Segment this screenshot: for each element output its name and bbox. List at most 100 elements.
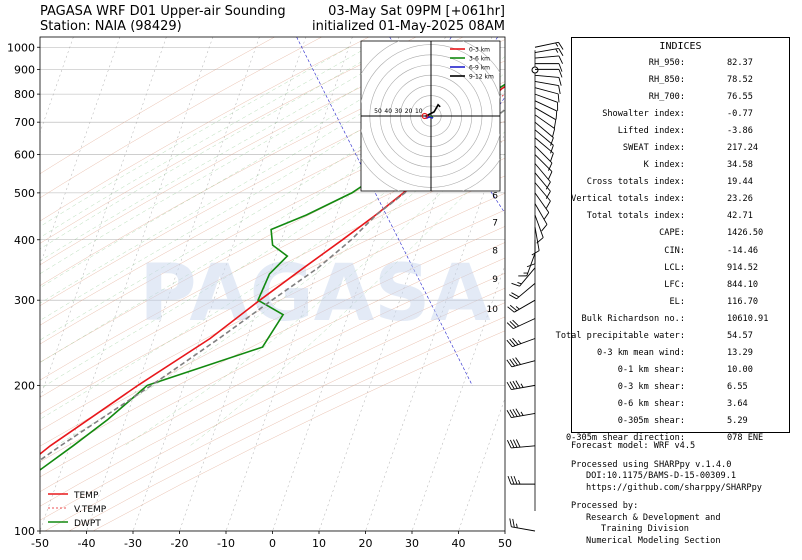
index-row: RH_950: 82.37 bbox=[572, 58, 789, 75]
index-value: 914.52 bbox=[727, 262, 759, 273]
wind-barb bbox=[534, 107, 557, 129]
processed-by-note: Processed by: bbox=[571, 501, 639, 511]
section-note: Numerical Modeling Section bbox=[586, 535, 721, 546]
dry-adiabat-line bbox=[40, 37, 322, 199]
index-value: 078 ENE bbox=[727, 433, 764, 444]
wind-barb bbox=[534, 203, 548, 232]
isotherm-line bbox=[132, 37, 307, 531]
index-value: 116.70 bbox=[727, 296, 759, 307]
x-tick-label: 50 bbox=[498, 537, 512, 550]
index-value: 1426.50 bbox=[727, 228, 764, 239]
index-name: 0-3 km mean wind: bbox=[597, 347, 685, 358]
isotherm-line bbox=[458, 397, 505, 531]
wind-barb bbox=[507, 299, 536, 313]
index-name: Showalter index: bbox=[602, 109, 685, 120]
index-name: EL: bbox=[669, 296, 685, 307]
index-row: 0-6 km shear: 3.64 bbox=[572, 399, 789, 416]
index-name: Total precipitable water: bbox=[555, 330, 685, 341]
dry-adiabat-line bbox=[40, 287, 505, 521]
index-value: 6.55 bbox=[727, 381, 748, 392]
series-dwpt-line bbox=[40, 83, 505, 471]
height-label: 10 bbox=[487, 305, 499, 315]
wind-barb bbox=[518, 253, 536, 277]
x-tick-label: -50 bbox=[31, 537, 49, 550]
wind-barb bbox=[534, 100, 558, 120]
dry-adiabat-line bbox=[40, 257, 505, 492]
wind-barb bbox=[531, 226, 540, 256]
index-name: Cross totals index: bbox=[586, 177, 685, 188]
wind-barb bbox=[534, 214, 544, 244]
watermark-text: PAGASA bbox=[139, 249, 490, 339]
dry-adiabat-line bbox=[68, 316, 505, 531]
wind-barb bbox=[534, 55, 564, 64]
isotherm-line bbox=[411, 264, 505, 531]
index-name: 0-305m shear direction: bbox=[566, 433, 685, 444]
index-name: LCL: bbox=[664, 262, 685, 273]
wind-barb bbox=[534, 87, 560, 103]
wind-barb bbox=[509, 518, 536, 532]
index-name: 0-305m shear: bbox=[617, 415, 685, 426]
index-name: Bulk Richardson no.: bbox=[581, 313, 685, 324]
hodograph-ring-label: 30 bbox=[395, 108, 403, 115]
index-row: Showalter index: -0.77 bbox=[572, 109, 789, 126]
index-row: RH_700: 76.55 bbox=[572, 92, 789, 109]
y-tick-label: 1000 bbox=[7, 41, 35, 54]
dry-adiabat-line bbox=[44, 302, 505, 531]
y-tick-label: 400 bbox=[14, 234, 35, 247]
chart-title-left: PAGASA WRF D01 Upper-air Sounding Statio… bbox=[40, 4, 286, 34]
processing-notes: Forecast model: WRF v4.5 Processed using… bbox=[571, 441, 799, 547]
wind-barb bbox=[535, 68, 563, 78]
moist-adiabat-line bbox=[124, 131, 505, 447]
height-label: 8 bbox=[492, 247, 498, 257]
processed-using-note: Processed using SHARPpy v.1.4.0 bbox=[571, 459, 732, 470]
moist-adiabat-line bbox=[40, 47, 405, 262]
index-row: Vertical totals index: 23.26 bbox=[571, 194, 789, 211]
index-row: 0-305m shear: 5.29 bbox=[572, 416, 789, 433]
x-tick-label: 30 bbox=[405, 537, 419, 550]
barb-calm-marker bbox=[531, 66, 539, 74]
index-name: 0-3 km shear: bbox=[617, 381, 685, 392]
index-name: RH_850: bbox=[648, 75, 685, 86]
division-note-1: Research & Development and bbox=[586, 512, 721, 523]
isotherm-line bbox=[40, 37, 167, 399]
dry-adiabat-line bbox=[40, 226, 505, 463]
moist-adiabat-line bbox=[40, 47, 387, 250]
x-tick-label: 0 bbox=[269, 537, 276, 550]
legend-label: V.TEMP bbox=[74, 505, 107, 515]
index-row: Bulk Richardson no.: 10610.91 bbox=[572, 314, 789, 331]
index-row: 0-3 km mean wind: 13.29 bbox=[572, 348, 789, 365]
index-row: Total totals index: 42.71 bbox=[572, 211, 789, 228]
index-row: CAPE: 1426.50 bbox=[572, 228, 789, 245]
isotherm-line bbox=[272, 37, 446, 531]
hodograph-ring-label: 20 bbox=[405, 108, 413, 115]
index-value: 13.29 bbox=[727, 347, 753, 358]
index-value: 217.24 bbox=[727, 143, 759, 154]
index-value: 23.26 bbox=[727, 194, 753, 205]
index-value: 54.57 bbox=[727, 330, 753, 341]
index-value: 10.00 bbox=[727, 364, 753, 375]
legend-label: TEMP bbox=[73, 491, 99, 501]
wind-barb bbox=[506, 357, 536, 368]
index-value: 5.29 bbox=[727, 415, 748, 426]
wind-barb bbox=[506, 380, 536, 390]
indices-panel: INDICES RH_950: 82.37 RH_850: 78.52 RH_700: 7… bbox=[556, 37, 790, 443]
index-row: LFC: 844.10 bbox=[572, 280, 789, 297]
mixing-ratio-guide bbox=[296, 37, 473, 386]
y-tick-label: 600 bbox=[14, 149, 35, 162]
index-name: Vertical totals index: bbox=[571, 194, 685, 205]
index-value: -0.77 bbox=[727, 109, 753, 120]
isotherm-line bbox=[86, 37, 260, 531]
wind-barb bbox=[507, 475, 535, 485]
y-tick-label: 800 bbox=[14, 88, 35, 101]
index-row: CIN: -14.46 bbox=[572, 246, 789, 263]
index-name: LFC: bbox=[664, 279, 685, 290]
index-name: Lifted index: bbox=[617, 126, 685, 137]
index-row: Total precipitable water: 54.57 bbox=[556, 330, 789, 348]
wind-barb bbox=[534, 163, 551, 190]
hodograph-ring-label: 40 bbox=[384, 108, 392, 115]
index-name: K index: bbox=[643, 160, 685, 171]
isotherm-line bbox=[318, 37, 493, 531]
github-note: https://github.com/sharppy/SHARPpy bbox=[586, 482, 762, 493]
hodograph-legend-label: 3-6 km bbox=[469, 56, 490, 63]
